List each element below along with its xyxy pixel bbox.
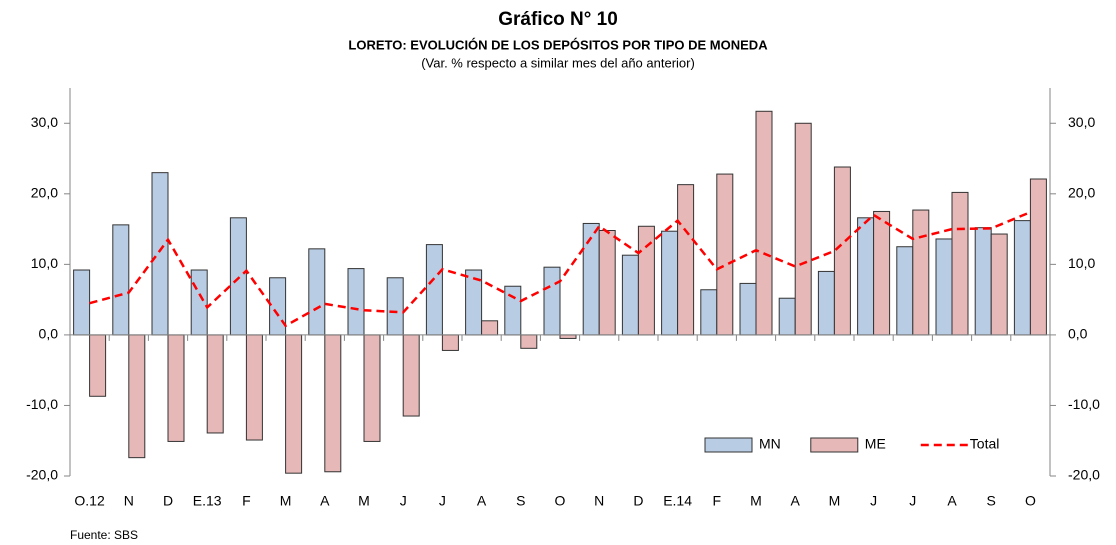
legend-swatch <box>704 437 753 453</box>
bar <box>89 334 107 397</box>
bar <box>582 222 600 336</box>
bar <box>151 172 169 336</box>
bar <box>112 224 130 336</box>
x-tick-label: A <box>320 493 330 509</box>
x-tick-label: F <box>713 493 722 509</box>
bar <box>386 277 404 336</box>
bar <box>167 334 185 442</box>
bar <box>621 254 639 336</box>
bar <box>778 297 796 336</box>
bar <box>677 184 695 336</box>
x-tick-label: A <box>477 493 487 509</box>
x-tick-label: E.14 <box>663 493 692 509</box>
x-tick-label: S <box>516 493 525 509</box>
y2-tick-label: -10,0 <box>1068 396 1100 412</box>
bar <box>190 269 208 336</box>
bar <box>229 217 247 336</box>
bar <box>951 191 969 336</box>
bar <box>73 269 91 336</box>
x-tick-label: M <box>829 493 841 509</box>
bar <box>1029 178 1047 336</box>
source-note: Fuente: SBS <box>70 528 138 542</box>
x-tick-label: S <box>987 493 996 509</box>
y-tick-label: -20,0 <box>26 467 58 483</box>
x-tick-label: M <box>358 493 370 509</box>
x-tick-label: O <box>555 493 566 509</box>
chart-title: Gráfico N° 10 <box>498 9 618 30</box>
bar <box>269 277 287 336</box>
bar <box>543 266 561 336</box>
legend-label: Total <box>970 436 1000 452</box>
bar <box>285 334 303 474</box>
bar <box>128 334 146 459</box>
y2-tick-label: 20,0 <box>1068 185 1095 201</box>
bar <box>347 268 365 336</box>
bar <box>974 227 992 336</box>
x-tick-label: F <box>242 493 251 509</box>
y-tick-label: 20,0 <box>31 185 58 201</box>
y-tick-label: 10,0 <box>31 255 58 271</box>
x-tick-label: J <box>870 493 877 509</box>
x-tick-label: J <box>909 493 916 509</box>
bar <box>441 334 459 351</box>
bar <box>990 233 1008 336</box>
bar <box>857 217 875 336</box>
bar <box>935 238 953 336</box>
x-tick-label: J <box>400 493 407 509</box>
y2-tick-label: 30,0 <box>1068 114 1095 130</box>
x-tick-label: D <box>633 493 643 509</box>
bar <box>873 210 891 336</box>
bar <box>661 230 679 336</box>
x-tick-label: D <box>163 493 173 509</box>
bar <box>1013 220 1031 336</box>
x-tick-label: N <box>124 493 134 509</box>
bar <box>700 289 718 336</box>
y2-tick-label: -20,0 <box>1068 467 1100 483</box>
bar <box>324 334 342 473</box>
line-series <box>89 211 1031 328</box>
bar <box>520 334 538 349</box>
x-tick-label: M <box>750 493 762 509</box>
chart-subtitle: LORETO: EVOLUCIÓN DE LOS DEPÓSITOS POR T… <box>348 37 768 52</box>
legend-label: MN <box>759 436 781 452</box>
legend-label: ME <box>865 436 886 452</box>
x-tick-label: O.12 <box>74 493 105 509</box>
bar <box>308 248 326 336</box>
bar <box>504 285 522 336</box>
bar <box>896 246 914 336</box>
bar <box>206 334 224 434</box>
bar <box>402 334 420 417</box>
bar <box>598 230 616 336</box>
bar <box>637 225 655 336</box>
bar <box>481 320 499 336</box>
bar <box>716 173 734 336</box>
y2-tick-label: 10,0 <box>1068 255 1095 271</box>
bar <box>425 244 443 336</box>
bar <box>912 209 930 336</box>
bar <box>559 334 577 339</box>
x-tick-label: O <box>1025 493 1036 509</box>
y-tick-label: 30,0 <box>31 114 58 130</box>
chart-subtitle: (Var. % respecto a similar mes del año a… <box>421 55 695 70</box>
x-tick-label: A <box>947 493 957 509</box>
legend-swatch <box>810 437 859 453</box>
bar <box>817 270 835 336</box>
x-tick-label: N <box>594 493 604 509</box>
x-tick-label: J <box>439 493 446 509</box>
x-tick-label: E.13 <box>193 493 222 509</box>
bar <box>794 122 812 336</box>
bar <box>363 334 381 442</box>
y-tick-label: 0,0 <box>39 326 59 342</box>
bar <box>833 166 851 336</box>
bar <box>739 282 757 336</box>
bar <box>755 110 773 336</box>
y-tick-label: -10,0 <box>26 396 58 412</box>
x-tick-label: A <box>791 493 801 509</box>
bar <box>245 334 263 441</box>
x-tick-label: M <box>280 493 292 509</box>
y2-tick-label: 0,0 <box>1068 326 1088 342</box>
